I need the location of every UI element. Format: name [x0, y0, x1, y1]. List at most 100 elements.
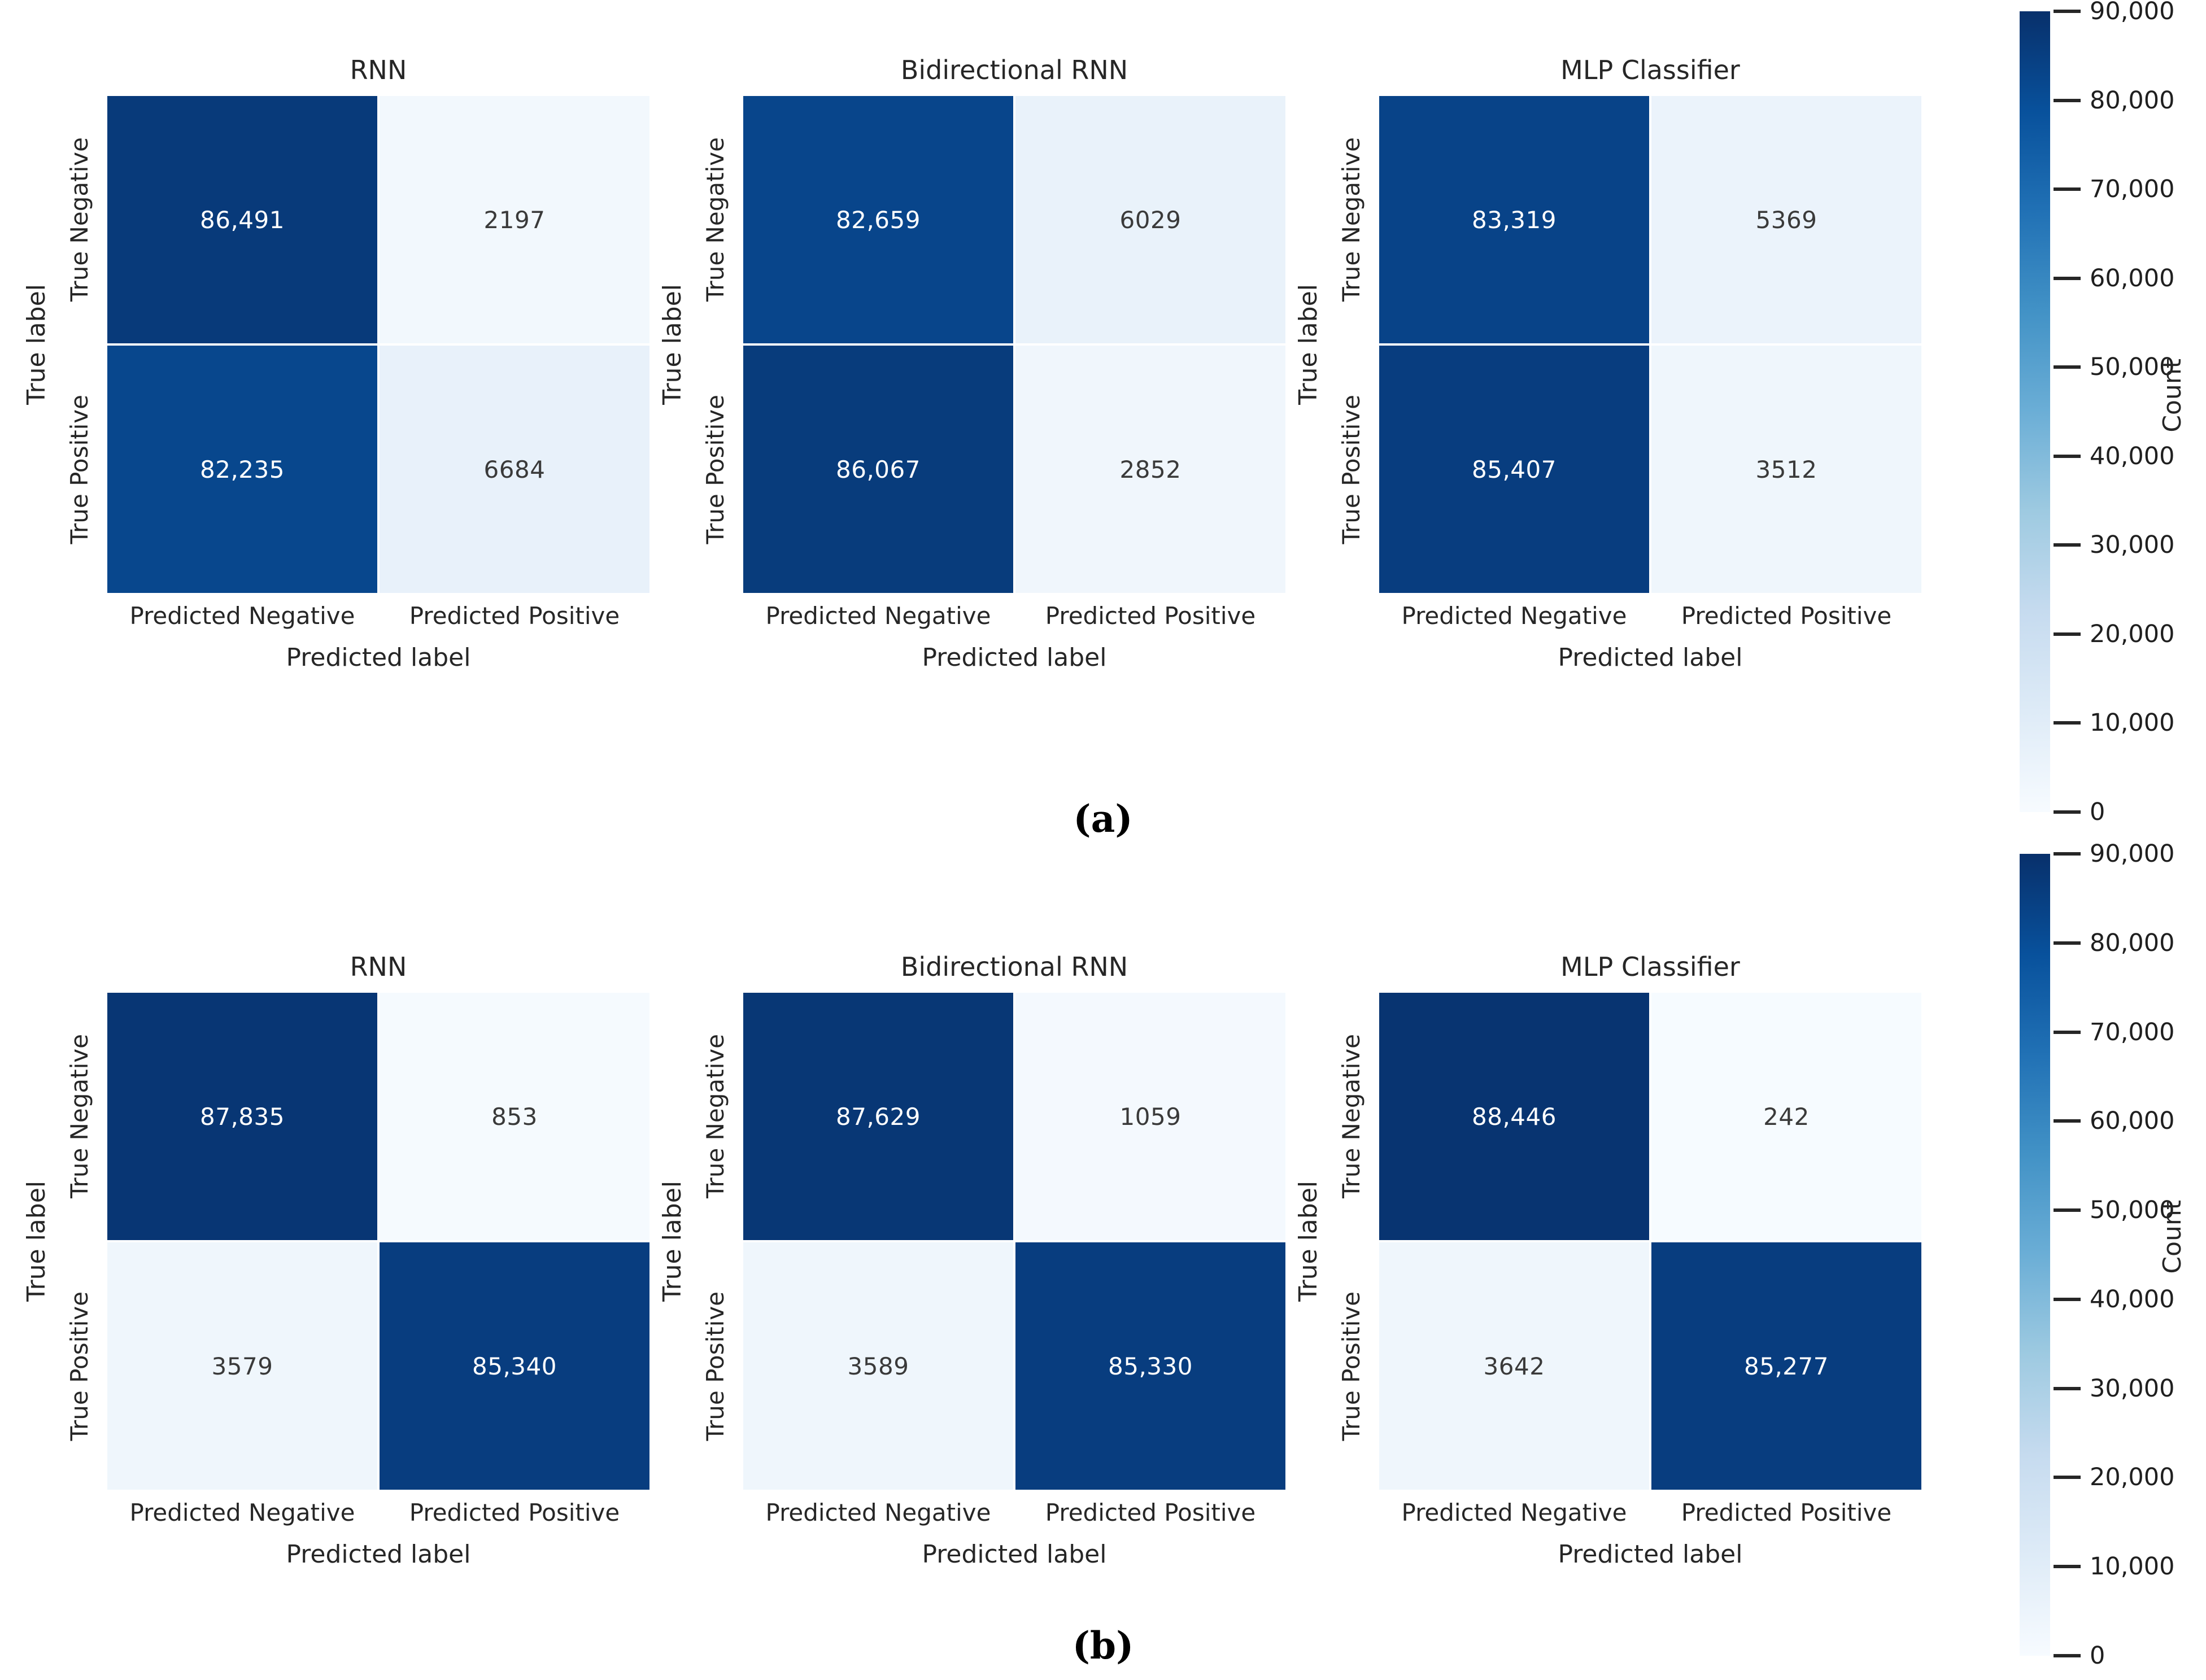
xtick-label: Predicted Positive [1681, 1498, 1892, 1526]
colorbar-tick [2054, 1031, 2081, 1034]
matrix-cell: 2197 [380, 96, 649, 343]
matrix-cell: 853 [380, 993, 649, 1240]
colorbar-gradient [2020, 11, 2050, 812]
colorbar-tick-label: 50,000 [2090, 353, 2175, 381]
colorbar-tick-label: 70,000 [2090, 175, 2175, 203]
colorbar-tick-label: 40,000 [2090, 442, 2175, 470]
matrix-cell: 3512 [1651, 346, 1921, 593]
colorbar-label-text: Count [2157, 1199, 2187, 1274]
matrix-cell: 3642 [1379, 1242, 1649, 1490]
colorbar-tick [2054, 1654, 2081, 1657]
colorbar-tick [2054, 1387, 2081, 1390]
xtick-label: Predicted Negative [765, 601, 991, 630]
ytick-label-text: True Negative [1337, 1034, 1365, 1199]
ytick-label-text: True Negative [65, 1034, 93, 1199]
ytick-label: True Positive [61, 1242, 97, 1490]
xtick-label: Predicted Positive [1045, 1498, 1256, 1526]
xtick-label: Predicted Negative [129, 1498, 355, 1526]
colorbar-tick-label: 90,000 [2090, 840, 2175, 868]
x-axis-label: Predicted label [1558, 643, 1743, 672]
matrix-cell: 83,319 [1379, 96, 1649, 343]
xtick-label: Predicted Positive [1045, 601, 1256, 630]
ytick-label-text: True Negative [701, 1034, 729, 1199]
matrix-title: RNN [350, 952, 407, 982]
confusion-matrix-rnn-b: 87,835 853 3579 85,340 [107, 993, 649, 1490]
colorbar-tick-label: 30,000 [2090, 1374, 2175, 1403]
matrix-cell: 6684 [380, 346, 649, 593]
colorbar-tick-label: 60,000 [2090, 264, 2175, 293]
matrix-cell: 85,340 [380, 1242, 649, 1490]
matrix-cell: 3579 [107, 1242, 377, 1490]
x-axis-label: Predicted label [1558, 1539, 1743, 1569]
colorbar-tick [2054, 1565, 2081, 1568]
colorbar-tick-label: 10,000 [2090, 709, 2175, 737]
y-axis-label-text: True label [657, 1181, 687, 1302]
colorbar-tick [2054, 99, 2081, 102]
colorbar-tick-label: 10,000 [2090, 1552, 2175, 1581]
y-axis-label: True label [656, 993, 688, 1490]
colorbar-tick [2054, 543, 2081, 547]
matrix-cell: 87,629 [743, 993, 1013, 1240]
colorbar-tick [2054, 721, 2081, 725]
colorbar [2020, 854, 2050, 1656]
colorbar-tick [2054, 1298, 2081, 1301]
matrix-title: Bidirectional RNN [900, 952, 1128, 982]
confusion-matrix-bidirectional-rnn-b: 87,629 1059 3589 85,330 [743, 993, 1285, 1490]
colorbar-tick [2054, 187, 2081, 191]
ytick-label: True Positive [697, 1242, 733, 1490]
matrix-title: Bidirectional RNN [900, 55, 1128, 85]
matrix-cell: 88,446 [1379, 993, 1649, 1240]
ytick-label-text: True Positive [1337, 1291, 1365, 1441]
colorbar-tick [2054, 852, 2081, 856]
colorbar [2020, 11, 2050, 812]
colorbar-tick-label: 0 [2090, 798, 2105, 826]
colorbar-tick-label: 50,000 [2090, 1196, 2175, 1224]
colorbar-tick [2054, 10, 2081, 13]
matrix-cell: 3589 [743, 1242, 1013, 1490]
ytick-label: True Negative [61, 993, 97, 1240]
ytick-label-text: True Positive [65, 1291, 93, 1441]
colorbar-tick [2054, 632, 2081, 636]
x-axis-label: Predicted label [286, 643, 471, 672]
ytick-label: True Positive [1333, 1242, 1369, 1490]
x-axis-label: Predicted label [286, 1539, 471, 1569]
colorbar-tick-label: 80,000 [2090, 929, 2175, 957]
matrix-cell: 82,659 [743, 96, 1013, 343]
ytick-label: True Negative [697, 993, 733, 1240]
confusion-matrix-mlp-classifier-b: 88,446 242 3642 85,277 [1379, 993, 1921, 1490]
xtick-label: Predicted Negative [1401, 1498, 1627, 1526]
matrix-cell: 242 [1651, 993, 1921, 1240]
y-axis-label: True label [20, 993, 52, 1490]
colorbar-tick-label: 20,000 [2090, 1463, 2175, 1491]
matrix-cell: 85,277 [1651, 1242, 1921, 1490]
xtick-label: Predicted Negative [1401, 601, 1627, 630]
matrix-title: RNN [350, 55, 407, 85]
matrix-cell: 87,835 [107, 993, 377, 1240]
colorbar-tick-label: 30,000 [2090, 531, 2175, 559]
xtick-label: Predicted Negative [129, 601, 355, 630]
y-axis-label-text: True label [21, 1181, 51, 1302]
colorbar-tick-label: 90,000 [2090, 0, 2175, 25]
colorbar-tick-label: 60,000 [2090, 1107, 2175, 1135]
matrix-cell: 85,330 [1015, 1242, 1285, 1490]
matrix-cell: 86,491 [107, 96, 377, 343]
matrix-title: MLP Classifier [1560, 55, 1740, 85]
colorbar-tick [2054, 1119, 2081, 1123]
colorbar-tick-label: 20,000 [2090, 620, 2175, 648]
colorbar-gradient [2020, 854, 2050, 1656]
colorbar-tick [2054, 941, 2081, 945]
xtick-label: Predicted Negative [765, 1498, 991, 1526]
colorbar-tick [2054, 1476, 2081, 1479]
confusion-matrix-rnn-a: 86,491 2197 82,235 6684 [107, 96, 649, 593]
colorbar-tick-label: 80,000 [2090, 86, 2175, 115]
ytick-label: True Negative [1333, 993, 1369, 1240]
colorbar-tick-label: 40,000 [2090, 1285, 2175, 1314]
xtick-label: Predicted Positive [409, 601, 620, 630]
confusion-matrix-mlp-classifier-a: 83,319 5369 85,407 3512 [1379, 96, 1921, 593]
confusion-matrix-bidirectional-rnn-a: 82,659 6029 86,067 2852 [743, 96, 1285, 593]
x-axis-label: Predicted label [922, 643, 1107, 672]
colorbar-tick [2054, 810, 2081, 814]
colorbar-tick-label: 70,000 [2090, 1018, 2175, 1046]
